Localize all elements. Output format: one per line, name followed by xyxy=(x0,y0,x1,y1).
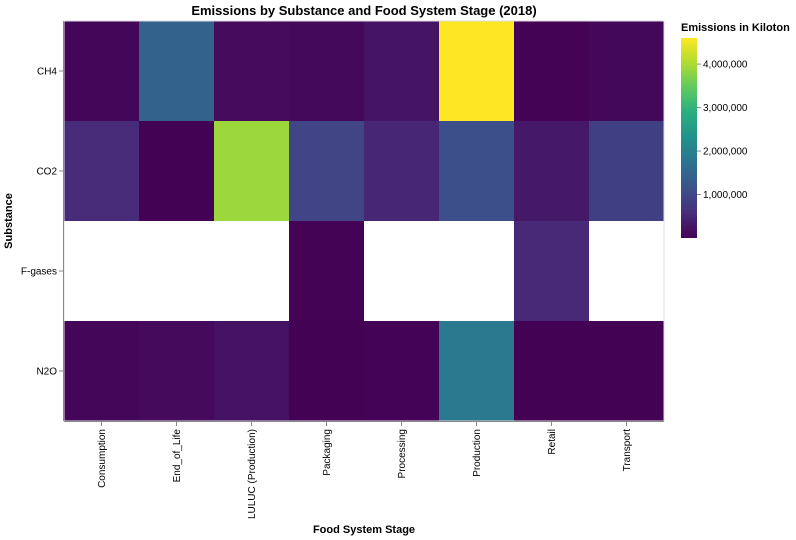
heatmap-cell-CH4-Processing xyxy=(364,21,439,121)
heatmap-cell-N2O-End_of_Life xyxy=(139,321,214,421)
x-axis: Consumption End_of_Life LULUC (Production)… xyxy=(64,421,664,519)
heatmap-cell-N2O-LULUC (Production) xyxy=(214,321,289,421)
legend-ticks: 1,000,000 2,000,000 3,000,000 4,000,000 xyxy=(697,60,748,201)
heatmap-cell-CO2-Transport xyxy=(589,121,664,221)
heatmap-cell-N2O-Transport xyxy=(589,321,664,421)
chart-title: Emissions by Substance and Food System S… xyxy=(191,3,536,18)
x-tick-label: LULUC (Production) xyxy=(247,429,258,519)
heatmap-cell-CO2-Processing xyxy=(364,121,439,221)
heatmap-cell-CH4-LULUC (Production) xyxy=(214,21,289,121)
y-tick-label: N2O xyxy=(36,367,57,378)
heatmap-cell-CH4-Consumption xyxy=(64,21,139,121)
x-tick-label: Production xyxy=(472,429,483,477)
heatmap-cell-CH4-Retail xyxy=(514,21,589,121)
legend-tick-label: 3,000,000 xyxy=(703,103,748,114)
color-legend: Emissions in Kiloton 1,000,000 2,000,000 3… xyxy=(681,22,790,238)
y-axis: CH4 CO2 F-gases N2O xyxy=(21,21,64,421)
heatmap-cell-CH4-Production xyxy=(439,21,514,121)
heatmap-cell-CH4-End_of_Life xyxy=(139,21,214,121)
x-tick-label: Processing xyxy=(397,429,408,478)
legend-gradient xyxy=(681,38,697,238)
y-tick-label: CH4 xyxy=(37,67,57,78)
heatmap-cell-CO2-Packaging xyxy=(289,121,364,221)
heatmap-cell-N2O-Processing xyxy=(364,321,439,421)
heatmap-cell-CO2-End_of_Life xyxy=(139,121,214,221)
legend-tick-label: 4,000,000 xyxy=(703,60,748,71)
x-tick-label: Packaging xyxy=(322,429,333,476)
legend-title: Emissions in Kiloton xyxy=(681,22,790,34)
heatmap-cell-F-gases-Retail xyxy=(514,221,589,321)
y-axis-title: Substance xyxy=(3,193,15,249)
legend-tick-label: 2,000,000 xyxy=(703,147,748,158)
heatmap-cell-N2O-Retail xyxy=(514,321,589,421)
y-tick-label: CO2 xyxy=(36,167,57,178)
heatmap-cell-CO2-Production xyxy=(439,121,514,221)
heatmap-cell-CH4-Transport xyxy=(589,21,664,121)
heatmap-cell-F-gases-Packaging xyxy=(289,221,364,321)
heatmap-cell-CO2-Consumption xyxy=(64,121,139,221)
legend-tick-label: 1,000,000 xyxy=(703,190,748,201)
x-tick-label: Consumption xyxy=(97,429,108,488)
x-tick-label: End_of_Life xyxy=(172,429,183,483)
heatmap-cell-N2O-Production xyxy=(439,321,514,421)
heatmap-cell-N2O-Consumption xyxy=(64,321,139,421)
heatmap-cell-CH4-Packaging xyxy=(289,21,364,121)
x-tick-label: Transport xyxy=(622,429,633,472)
heatmap-cells xyxy=(64,21,664,421)
heatmap-cell-N2O-Packaging xyxy=(289,321,364,421)
x-tick-label: Retail xyxy=(547,429,558,455)
x-axis-title: Food System Stage xyxy=(313,524,415,536)
heatmap-cell-CO2-Retail xyxy=(514,121,589,221)
heatmap-cell-CO2-LULUC (Production) xyxy=(214,121,289,221)
y-tick-label: F-gases xyxy=(21,267,57,278)
